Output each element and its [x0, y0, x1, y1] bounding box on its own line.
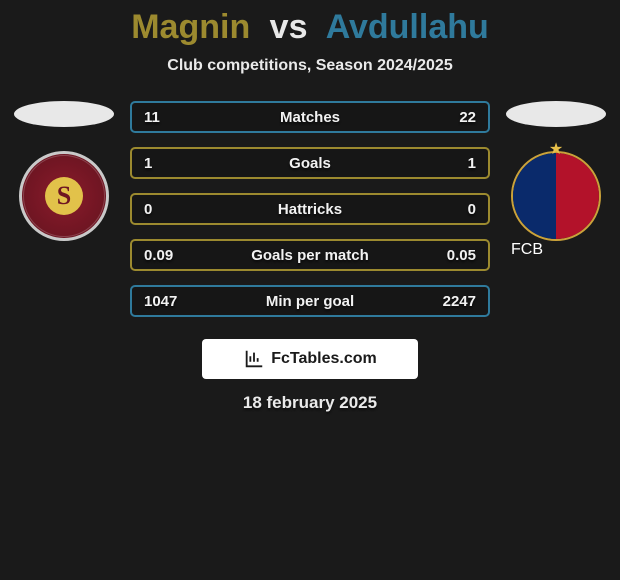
stat-right-value: 1	[468, 155, 476, 172]
date-text: 18 february 2025	[0, 393, 620, 413]
brand-text: FcTables.com	[271, 350, 377, 368]
team-crest-servette: S	[19, 151, 109, 241]
page-title: Magnin vs Avdullahu	[0, 8, 620, 47]
stat-row-goals: 1 Goals 1	[130, 147, 490, 179]
title-player2: Avdullahu	[326, 8, 489, 46]
team-crest-basel: ★ FCB	[511, 151, 601, 241]
stat-row-matches: 11 Matches 22	[130, 101, 490, 133]
stat-row-hattricks: 0 Hattricks 0	[130, 193, 490, 225]
stat-left-value: 1	[144, 155, 152, 172]
left-side: S	[8, 101, 120, 241]
stat-row-gpm: 0.09 Goals per match 0.05	[130, 239, 490, 271]
crest-ring-text	[23, 155, 105, 237]
star-icon: ★	[549, 139, 563, 159]
stat-label: Hattricks	[132, 201, 488, 218]
stat-right-value: 0.05	[447, 247, 476, 264]
crest-text: FCB	[511, 241, 601, 259]
stat-left-value: 0	[144, 201, 152, 218]
title-player1: Magnin	[131, 8, 250, 46]
stat-label: Matches	[132, 109, 488, 126]
stats-column: 11 Matches 22 1 Goals 1 0 Hattricks 0 0.…	[130, 101, 490, 317]
stat-label: Min per goal	[132, 293, 488, 310]
stat-row-mpg: 1047 Min per goal 2247	[130, 285, 490, 317]
main-row: S 11 Matches 22 1 Goals 1 0 Hattricks 0 …	[0, 101, 620, 317]
stat-right-value: 22	[459, 109, 476, 126]
stat-right-value: 2247	[443, 293, 476, 310]
stat-label: Goals	[132, 155, 488, 172]
stat-left-value: 1047	[144, 293, 177, 310]
subtitle: Club competitions, Season 2024/2025	[0, 57, 620, 75]
stat-label: Goals per match	[132, 247, 488, 264]
title-vs: vs	[270, 8, 308, 46]
chart-icon	[243, 348, 265, 370]
stat-right-value: 0	[468, 201, 476, 218]
brand-link[interactable]: FcTables.com	[202, 339, 418, 379]
right-side: ★ FCB	[500, 101, 612, 241]
comparison-card: Magnin vs Avdullahu Club competitions, S…	[0, 0, 620, 413]
crest-basel-circle	[511, 151, 601, 241]
player-shadow-right	[506, 101, 606, 127]
stat-left-value: 11	[144, 109, 160, 126]
player-shadow-left	[14, 101, 114, 127]
stat-left-value: 0.09	[144, 247, 173, 264]
crest-half-left	[513, 153, 556, 239]
crest-half-right	[556, 153, 599, 239]
